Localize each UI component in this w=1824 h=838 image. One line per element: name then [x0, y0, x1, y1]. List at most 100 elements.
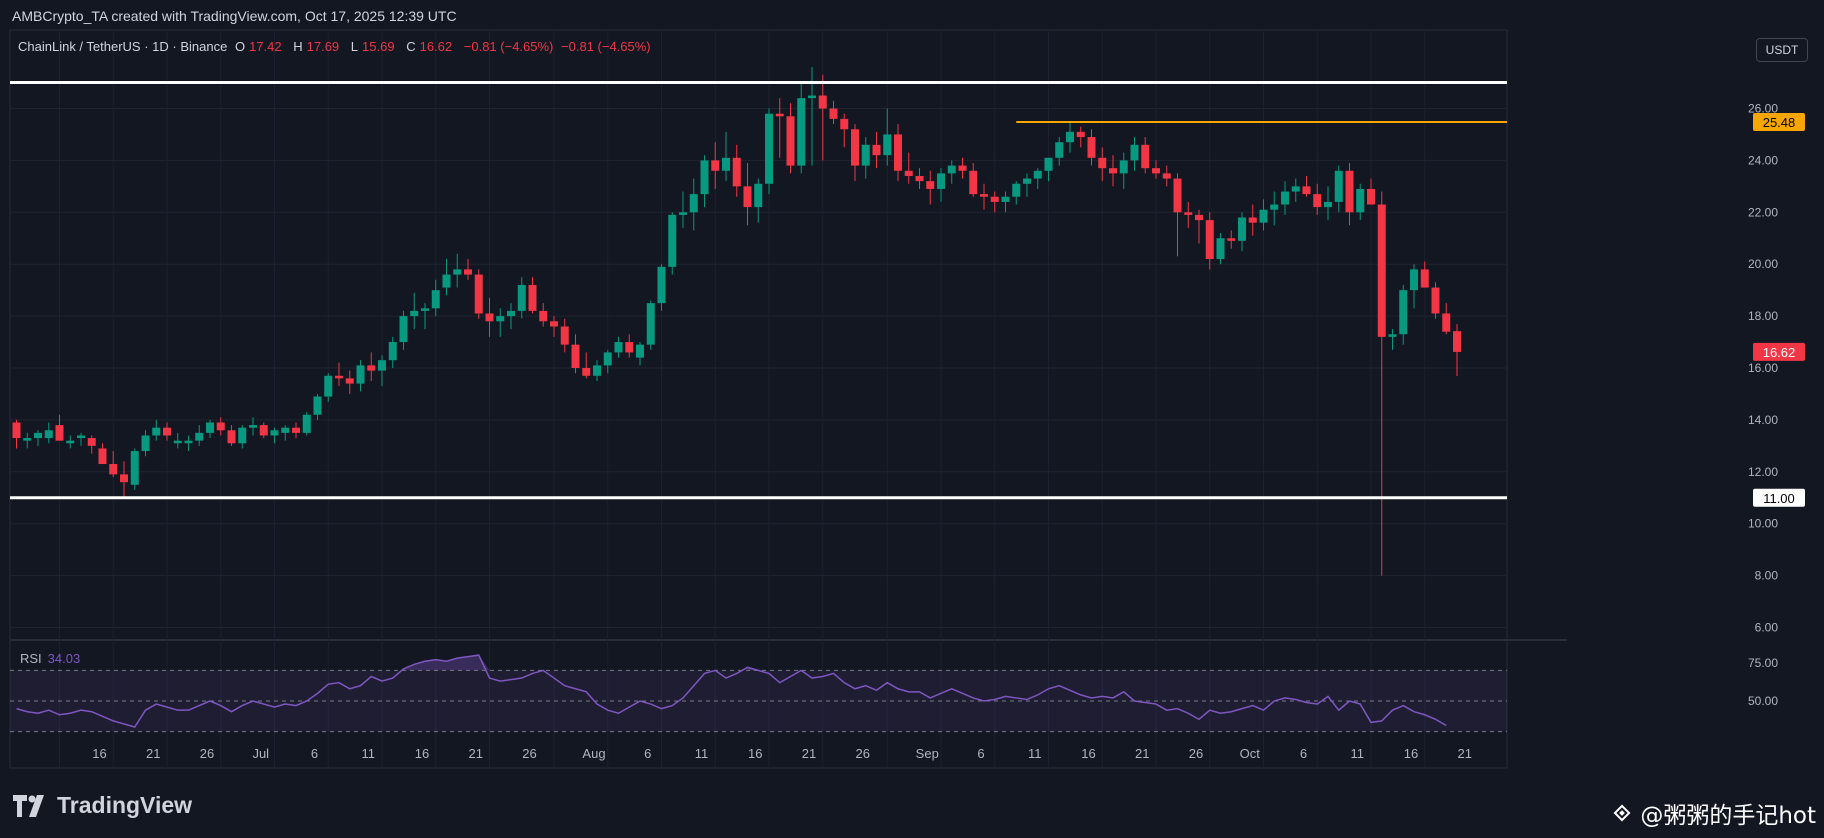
tradingview-logo[interactable]: TradingView [13, 792, 192, 819]
candle [1066, 121, 1074, 153]
candle [12, 419, 21, 449]
candle [1227, 230, 1236, 249]
currency-button[interactable]: USDT [1756, 38, 1808, 62]
rsi-tick-label: 75.00 [1748, 656, 1778, 670]
candle-body [1141, 144, 1150, 169]
candle-body [1205, 220, 1214, 260]
candle-body [1109, 168, 1117, 174]
candle-body [571, 344, 580, 368]
candle-body [388, 342, 397, 361]
candle [496, 308, 505, 337]
candle [184, 435, 193, 452]
candle-body [958, 165, 967, 171]
candle [1130, 137, 1139, 171]
candle [464, 259, 472, 280]
candle-body [152, 427, 161, 436]
candle [894, 124, 902, 182]
price-tick-label: 18.00 [1748, 309, 1778, 323]
candle [829, 100, 838, 125]
candle-body [453, 269, 462, 275]
candle [345, 370, 354, 394]
candle [668, 212, 677, 275]
candle-body [894, 134, 902, 171]
candle [453, 253, 462, 288]
candle [517, 277, 526, 319]
time-tick-label: 11 [1351, 746, 1365, 761]
candle-body [1356, 188, 1365, 213]
candle-body [120, 474, 128, 483]
candle-body [34, 432, 42, 439]
candle-body [270, 430, 279, 436]
candle [1184, 201, 1193, 228]
candle [421, 303, 429, 330]
price-tick-label: 16.00 [1748, 361, 1778, 375]
level-price-tag: 11.00 [1753, 488, 1805, 507]
candle-body [1248, 217, 1257, 223]
candle [388, 336, 397, 368]
candle [313, 393, 322, 420]
candle-body [109, 464, 118, 475]
candle-body [1259, 209, 1268, 223]
candle [614, 336, 623, 358]
time-tick-label: Jul [252, 746, 269, 761]
candle [1087, 129, 1096, 166]
candle [485, 297, 494, 337]
candle-body [141, 435, 150, 452]
time-tick-label: 16 [92, 746, 106, 761]
candle-body [625, 342, 634, 353]
candle-body [335, 375, 343, 379]
candle [1001, 191, 1010, 213]
candle-body [281, 427, 290, 433]
candle [249, 417, 257, 436]
candle [227, 425, 236, 446]
time-tick-label: 21 [146, 746, 160, 761]
candle-body [410, 310, 419, 317]
price-axis: 26.00 24.00 22.00 20.00 18.00 16.00 14.00 12.00… [1748, 102, 1778, 635]
candle-body [743, 186, 752, 208]
candle-body [55, 425, 64, 441]
candle-body [44, 430, 53, 439]
candle [851, 124, 859, 182]
candle [216, 417, 225, 436]
candle [206, 419, 214, 439]
horizontal-levels: 25.48 11.00 16.62 [10, 81, 1805, 507]
candle-body [980, 194, 988, 197]
candle [87, 435, 96, 454]
candle [582, 352, 591, 379]
candle [937, 168, 945, 202]
grid-lines [9, 29, 1567, 769]
candle-body [1377, 204, 1386, 337]
price-tick-label: 26.00 [1748, 102, 1778, 116]
plot-frame [9, 29, 1508, 769]
candle [904, 152, 913, 184]
candle-body [356, 365, 365, 384]
candle-body [23, 438, 32, 441]
candle-body [689, 194, 698, 213]
candle-body [367, 365, 376, 371]
candle [195, 425, 204, 446]
candle [797, 82, 806, 174]
candle-body [786, 116, 795, 166]
candle-body [1324, 201, 1332, 208]
candle-body [1195, 214, 1203, 221]
candle-body [711, 160, 720, 171]
candle [1141, 137, 1150, 174]
logo-text: TradingView [57, 792, 193, 818]
candle-body [539, 310, 548, 322]
candle-body [77, 435, 85, 439]
candle-body [1098, 157, 1107, 169]
price-tick-label: 8.00 [1755, 569, 1779, 583]
level-price-tag-bg [1753, 112, 1805, 131]
candle-body [1388, 334, 1397, 337]
time-tick-label: 21 [1135, 746, 1149, 761]
rsi-value: 34.03 [47, 651, 81, 666]
candle [1055, 137, 1064, 166]
candle-body [1173, 178, 1182, 213]
candle-body [1184, 212, 1193, 215]
candle-body [206, 422, 214, 433]
candle [980, 183, 988, 210]
candle [1281, 181, 1289, 215]
time-tick-label: Aug [582, 746, 605, 761]
candle-body [485, 313, 494, 322]
